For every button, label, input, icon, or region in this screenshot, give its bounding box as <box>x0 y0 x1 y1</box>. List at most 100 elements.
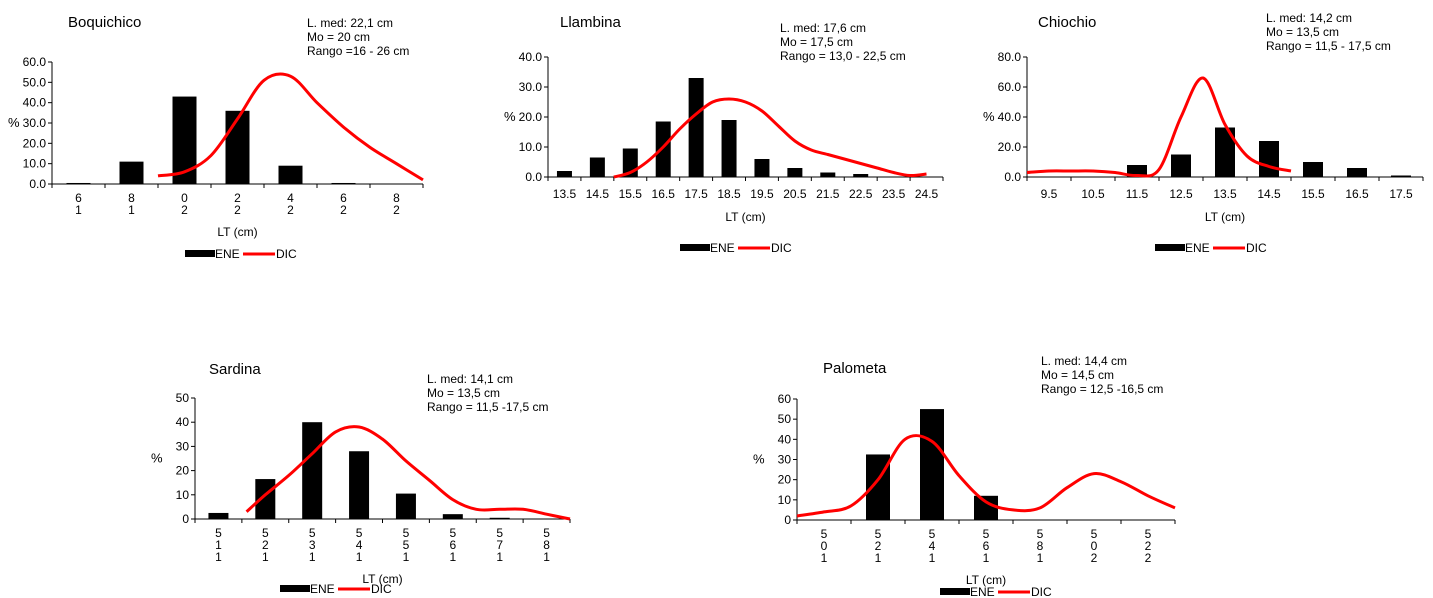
x-tick-label: 5 <box>875 527 882 541</box>
x-tick-label: 16.5 <box>652 187 676 201</box>
x-tick-label: 1 <box>75 203 82 217</box>
legend-label-ene: ENE <box>710 241 735 255</box>
x-tick-label: 2 <box>234 191 241 205</box>
x-tick-label: 1 <box>449 550 456 564</box>
x-tick-label: 17.5 <box>1389 187 1413 201</box>
x-tick-label: 2 <box>287 203 294 217</box>
y-tick-label: 20.0 <box>519 110 543 124</box>
x-tick-label: 1 <box>983 551 990 565</box>
x-tick-label: 1 <box>128 203 135 217</box>
x-tick-label: 2 <box>340 203 347 217</box>
y-tick-label: 30.0 <box>23 116 47 130</box>
x-tick-label: 4 <box>356 538 363 552</box>
bar <box>655 121 671 177</box>
x-tick-label: 13.5 <box>1213 187 1237 201</box>
x-tick-label: 5 <box>403 538 410 552</box>
y-tick-label: 50 <box>176 391 190 405</box>
legend: ENE DIC <box>680 241 792 255</box>
series-line-dic <box>796 434 1176 518</box>
x-tick-label: 2 <box>875 539 882 553</box>
x-tick-label: 9.5 <box>1041 187 1058 201</box>
chart-title: Llambina <box>560 14 622 31</box>
bar <box>1171 154 1191 177</box>
x-tick-label: 16.5 <box>1345 187 1369 201</box>
bar <box>302 422 323 519</box>
y-tick-label: 0 <box>182 512 189 526</box>
bar <box>920 409 944 520</box>
bar <box>66 182 91 184</box>
legend-label-dic: DIC <box>276 247 297 261</box>
y-tick-label: 20 <box>176 464 190 478</box>
x-tick-label: 5 <box>449 526 456 540</box>
y-tick-label: 20.0 <box>23 136 47 150</box>
legend: ENE DIC <box>1155 241 1267 255</box>
x-tick-label: 3 <box>309 538 316 552</box>
legend-label-dic: DIC <box>371 582 392 596</box>
legend: ENE DIC <box>940 585 1052 598</box>
x-tick-label: 1 <box>309 550 316 564</box>
x-tick-label: 5 <box>929 527 936 541</box>
y-axis-label: % <box>8 115 20 130</box>
x-tick-label: 5 <box>356 526 363 540</box>
x-axis-label: LT (cm) <box>217 225 257 239</box>
annotation-line: Mo = 14,5 cm <box>1041 368 1114 382</box>
x-tick-label: 2 <box>1145 551 1152 565</box>
x-tick-label: 2 <box>393 203 400 217</box>
x-tick-label: 1 <box>496 550 503 564</box>
x-tick-label: 18.5 <box>717 187 741 201</box>
x-axis-label: LT (cm) <box>725 210 765 224</box>
x-tick-label: 5 <box>1091 527 1098 541</box>
annotation-line: Rango = 13,0 - 22,5 cm <box>780 49 906 63</box>
x-tick-label: 6 <box>983 539 990 553</box>
x-tick-label: 1 <box>875 551 882 565</box>
annotation-line: Rango = 11,5 -17,5 cm <box>427 400 549 414</box>
annotation-line: Rango = 11,5 - 17,5 cm <box>1266 39 1391 53</box>
y-tick-label: 10 <box>778 493 792 507</box>
x-tick-label: 2 <box>181 203 188 217</box>
chart-title: Boquichico <box>68 14 141 31</box>
y-tick-label: 40 <box>176 415 190 429</box>
legend: ENE DIC <box>280 582 392 596</box>
legend-swatch-ene <box>680 244 710 251</box>
x-tick-label: 1 <box>1037 551 1044 565</box>
chart-title: Palometa <box>823 360 887 377</box>
y-tick-label: 40.0 <box>519 50 543 64</box>
bar <box>1347 168 1367 177</box>
x-tick-label: 5 <box>262 526 269 540</box>
x-tick-label: 6 <box>449 538 456 552</box>
y-axis-label: % <box>983 109 995 124</box>
legend-label-ene: ENE <box>310 582 335 596</box>
legend-label-dic: DIC <box>1246 241 1267 255</box>
bar <box>442 514 463 519</box>
bar <box>119 161 144 184</box>
bar <box>556 171 572 177</box>
bar <box>278 165 303 184</box>
y-tick-label: 0.0 <box>1004 170 1021 184</box>
x-tick-label: 17.5 <box>684 187 708 201</box>
bar <box>974 495 998 520</box>
x-tick-label: 15.5 <box>619 187 643 201</box>
x-tick-label: 1 <box>821 551 828 565</box>
bar <box>589 157 605 177</box>
bar <box>721 120 737 177</box>
bar <box>1303 162 1323 177</box>
x-tick-label: 2 <box>1145 539 1152 553</box>
x-tick-label: 1 <box>262 550 269 564</box>
x-tick-label: 8 <box>393 191 400 205</box>
y-tick-label: 50 <box>778 412 792 426</box>
bar <box>1215 127 1235 177</box>
y-tick-label: 30 <box>176 439 190 453</box>
bar <box>225 110 250 184</box>
x-tick-label: 2 <box>262 538 269 552</box>
x-tick-label: 14.5 <box>586 187 610 201</box>
y-tick-label: 0.0 <box>29 177 46 191</box>
x-tick-label: 1 <box>215 538 222 552</box>
x-tick-label: 11.5 <box>1126 187 1149 201</box>
bar <box>331 182 356 184</box>
y-tick-label: 0 <box>784 513 791 527</box>
x-tick-label: 6 <box>340 191 347 205</box>
bar <box>853 174 869 177</box>
